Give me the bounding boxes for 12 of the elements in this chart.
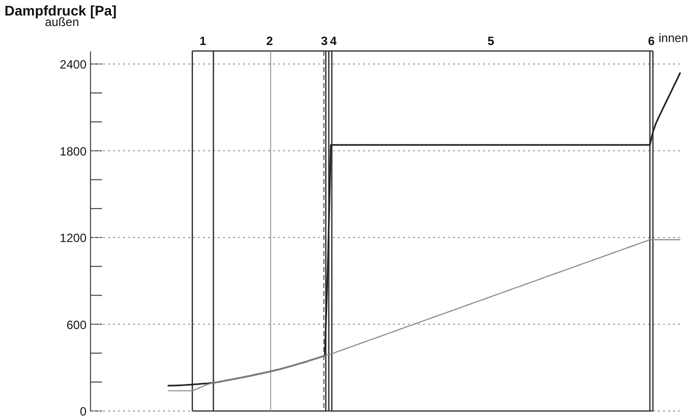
- text: 4: [330, 34, 337, 48]
- text: 1: [200, 34, 207, 48]
- text: 5: [488, 34, 495, 48]
- text: 2: [266, 34, 274, 48]
- text: innen: [658, 31, 688, 45]
- y-tick-label: 600: [66, 318, 87, 332]
- y-tick-label: 2400: [60, 58, 87, 72]
- text: 3: [320, 34, 328, 48]
- y-tick-label: 1200: [60, 231, 87, 246]
- text: 6: [648, 34, 656, 48]
- y-tick-label: 0: [80, 404, 87, 418]
- y-tick-label: 1800: [60, 144, 87, 158]
